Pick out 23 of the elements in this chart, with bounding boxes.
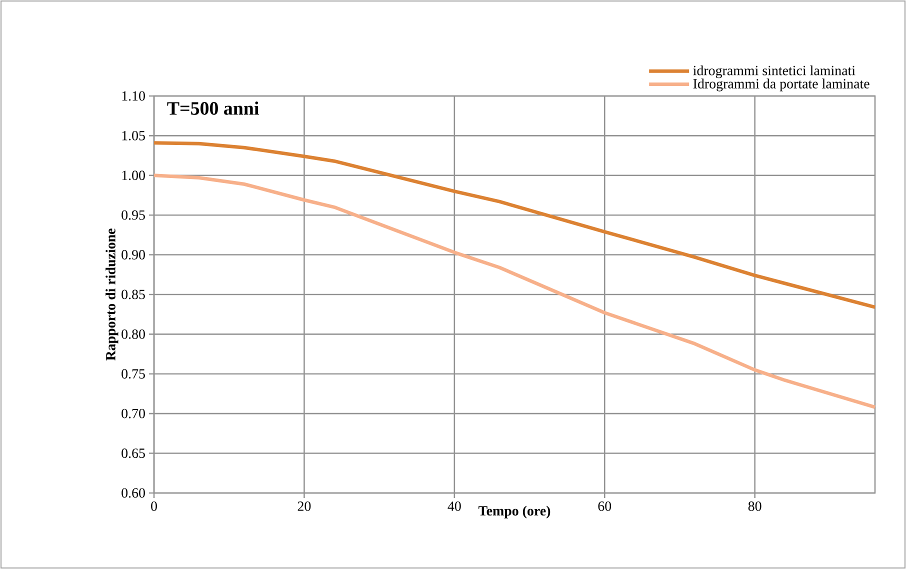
legend-label: idrogrammi sintetici laminati [693, 65, 856, 78]
x-axis-title: Tempo (ore) [478, 506, 550, 518]
y-tick-label: 1.05 [122, 130, 145, 140]
line-series [152, 141, 877, 309]
y-tick-label: 1.00 [122, 170, 145, 180]
y-tick-label: 1.10 [122, 91, 145, 101]
x-tick-label: 60 [598, 502, 612, 511]
y-tick-label: 0.75 [122, 369, 145, 379]
line-series [152, 174, 877, 409]
x-tick-label: 80 [748, 502, 762, 511]
x-tick-label: 40 [448, 502, 461, 511]
y-tick-label: 0.65 [122, 448, 145, 458]
y-tick-label: 0.95 [122, 210, 145, 220]
y-tick-label: 0.60 [122, 488, 145, 498]
y-axis-title: Rapporto di riduzione [106, 228, 118, 361]
legend-label: Idrogrammi da portate laminate [693, 78, 870, 92]
x-tick-label: 20 [298, 502, 311, 511]
chart-title: T=500 anni [167, 102, 259, 115]
y-tick-label: 0.90 [122, 250, 145, 260]
y-tick-label: 0.85 [122, 290, 145, 300]
y-tick-label: 0.70 [122, 408, 145, 418]
y-tick-label: 0.80 [122, 329, 145, 339]
x-tick-label: 0 [151, 502, 157, 511]
